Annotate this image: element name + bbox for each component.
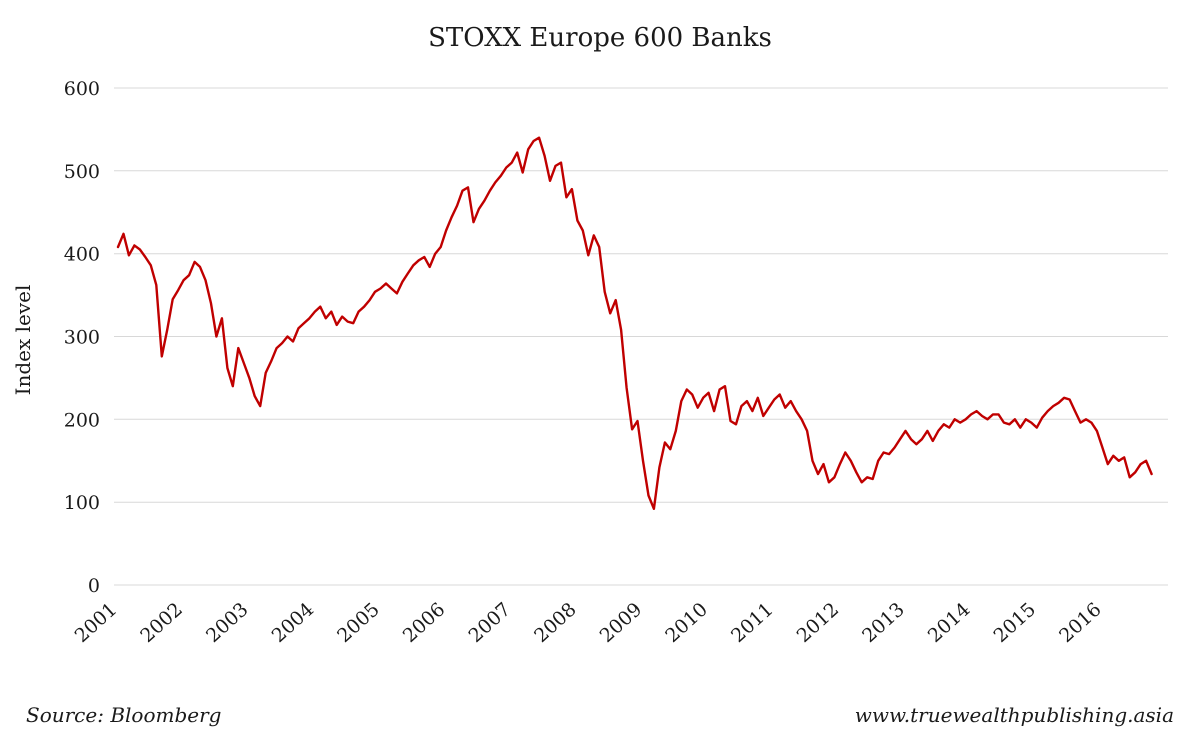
chart-title: STOXX Europe 600 Banks bbox=[428, 23, 772, 53]
x-tick-label: 2009 bbox=[596, 598, 647, 647]
website-label: www.truewealthpublishing.asia bbox=[855, 703, 1174, 727]
x-tick-label: 2013 bbox=[858, 598, 909, 647]
x-tick-label: 2002 bbox=[136, 598, 187, 647]
y-tick-label: 200 bbox=[64, 409, 100, 431]
x-tick-label: 2016 bbox=[1055, 598, 1106, 647]
plot-area bbox=[116, 136, 1153, 510]
x-tick-label: 2015 bbox=[989, 598, 1040, 647]
y-tick-label: 100 bbox=[64, 492, 100, 514]
x-tick-label: 2011 bbox=[727, 598, 778, 647]
x-tick-label: 2010 bbox=[661, 598, 712, 647]
x-tick-label: 2003 bbox=[202, 598, 253, 647]
x-tick-label: 2005 bbox=[333, 598, 384, 647]
x-tick-label: 2004 bbox=[268, 598, 319, 647]
x-tick-label: 2012 bbox=[793, 598, 844, 647]
x-tick-label: 2001 bbox=[71, 598, 122, 647]
x-axis-tick-labels: 2001 2002 2003 2004 2005 2006 2007 2008 2009 2010… bbox=[71, 598, 1106, 647]
x-tick-label: 2007 bbox=[464, 598, 515, 647]
y-axis-tick-labels: 0 100 200 300 400 500 600 bbox=[64, 78, 100, 597]
y-tick-label: 300 bbox=[64, 327, 100, 349]
y-tick-label: 600 bbox=[64, 78, 100, 100]
y-axis-title: Index level bbox=[11, 285, 35, 396]
x-tick-label: 2008 bbox=[530, 598, 581, 647]
x-tick-label: 2006 bbox=[399, 598, 450, 647]
source-label: Source: Bloomberg bbox=[26, 703, 221, 727]
y-tick-label: 0 bbox=[88, 575, 100, 597]
x-tick-label: 2014 bbox=[924, 598, 975, 647]
gridlines bbox=[114, 87, 1168, 586]
y-tick-label: 400 bbox=[64, 244, 100, 266]
y-tick-label: 500 bbox=[64, 161, 100, 183]
series-line bbox=[116, 136, 1153, 510]
